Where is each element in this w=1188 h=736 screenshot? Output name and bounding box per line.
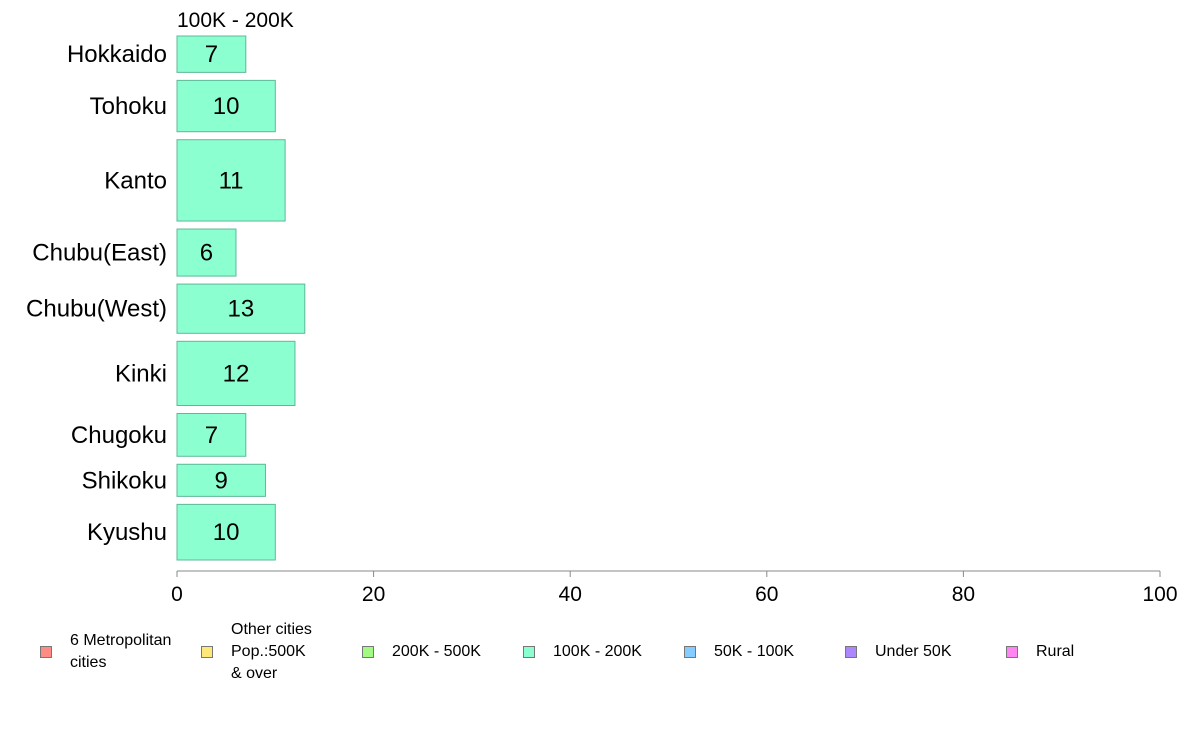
bar-value-label: 6 (200, 240, 213, 267)
legend-swatch (523, 646, 535, 658)
legend-item: Under 50K (845, 641, 952, 663)
bar-value-label: 13 (228, 296, 255, 323)
bar-value-label: 7 (205, 422, 218, 449)
legend-label: 100K - 200K (553, 643, 642, 660)
panel-title: 100K - 200K (177, 9, 294, 32)
legend-item: Rural (1006, 641, 1074, 663)
bar-value-label: 9 (215, 467, 228, 494)
bar-value-label: 7 (205, 41, 218, 68)
x-tick-label: 60 (755, 583, 778, 606)
legend-label: 50K - 100K (714, 643, 795, 660)
legend-swatch (684, 646, 696, 658)
bar-chugoku (176, 412, 247, 457)
x-tick-label: 100 (1142, 583, 1177, 606)
x-tick-label: 40 (559, 583, 582, 606)
x-tick-label: 0 (171, 583, 183, 606)
legend-swatch (1006, 646, 1018, 658)
category-label-kanto: Kanto (104, 167, 167, 194)
category-label-chubu-west: Chubu(West) (26, 296, 167, 323)
bar-group: 7 Hokkaido 10 Tohoku 11 Kanto 6 Chubu(East) 13 Ch… (26, 35, 306, 561)
legend-item: Other cities Pop.:500K & over (201, 619, 312, 685)
bar-shikoku (176, 463, 266, 497)
bar-hokkaido (176, 35, 247, 73)
category-label-chubu-east: Chubu(East) (32, 240, 167, 267)
x-tick-label: 20 (362, 583, 385, 606)
bar-chubu-east (176, 228, 237, 277)
category-label-shikoku: Shikoku (82, 467, 167, 494)
category-label-tohoku: Tohoku (90, 93, 167, 120)
legend-item: 6 Metropolitan cities (40, 630, 171, 674)
legend-label: Other cities Pop.:500K & over (231, 621, 312, 682)
legend-swatch (845, 646, 857, 658)
legend-label: 200K - 500K (392, 643, 481, 660)
bar-kinki (176, 340, 296, 406)
bar-value-label: 10 (213, 93, 240, 120)
bar-kanto (176, 139, 286, 222)
category-label-kyushu: Kyushu (87, 519, 167, 546)
legend-label: 6 Metropolitan cities (70, 632, 172, 671)
bar-value-label: 10 (213, 519, 240, 546)
bar-chubu-west (176, 283, 306, 334)
legend-swatch (201, 646, 213, 658)
legend-item: 100K - 200K (523, 641, 642, 663)
bar-value-label: 12 (223, 360, 250, 387)
x-axis: 0 20 40 60 80 100 (171, 570, 1178, 606)
legend-swatch (362, 646, 374, 658)
category-label-hokkaido: Hokkaido (67, 41, 167, 68)
legend-swatch (40, 646, 52, 658)
legend-label: Rural (1036, 643, 1075, 660)
x-tick-label: 80 (952, 583, 975, 606)
bar-tohoku (176, 79, 276, 133)
bar-value-label: 11 (219, 167, 244, 194)
legend-label: Under 50K (875, 643, 952, 660)
bar-kyushu (176, 503, 276, 561)
category-label-kinki: Kinki (115, 360, 167, 387)
legend: 6 Metropolitan cities Other cities Pop.:5… (0, 618, 1188, 698)
category-label-chugoku: Chugoku (71, 422, 167, 449)
legend-item: 50K - 100K (684, 641, 794, 663)
legend-item: 200K - 500K (362, 641, 481, 663)
